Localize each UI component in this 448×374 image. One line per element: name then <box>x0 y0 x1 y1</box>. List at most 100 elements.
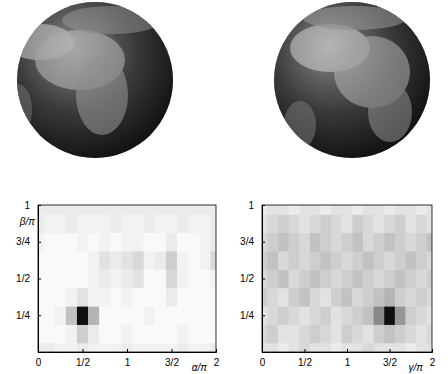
heat-cell <box>289 269 300 288</box>
heat-cell <box>331 233 342 252</box>
heat-cell <box>210 214 216 233</box>
heat-cell <box>416 251 427 270</box>
heat-cell <box>363 306 374 325</box>
y-tick-mark <box>38 205 41 206</box>
y-tick-mark <box>38 315 41 316</box>
heat-cell <box>155 306 167 325</box>
x-tick-label: 1/2 <box>76 357 90 368</box>
heat-cell <box>99 251 111 270</box>
x-tick-label: 2 <box>430 357 436 368</box>
heat-cell <box>331 269 342 288</box>
heat-cell <box>427 288 432 307</box>
y-tick-mark <box>38 279 41 280</box>
heat-cell <box>278 288 289 307</box>
y-axis: 1/41/23/41 <box>240 200 265 353</box>
heat-cell <box>427 324 432 343</box>
heat-cell <box>299 306 310 325</box>
heat-cell <box>88 288 100 307</box>
heat-cell <box>88 233 100 252</box>
heat-cell <box>299 251 310 270</box>
globe <box>4 2 173 158</box>
heat-cell <box>267 306 278 325</box>
heat-cell <box>352 233 363 252</box>
cells <box>262 205 432 352</box>
y-tick: 1/4 <box>240 310 265 321</box>
heat-cell <box>133 214 145 233</box>
heat-cell <box>177 269 189 288</box>
heat-cell <box>278 233 289 252</box>
heat-cell <box>405 324 416 343</box>
y-axis-title: β/π <box>19 216 35 227</box>
heat-cell <box>133 288 145 307</box>
heat-cell <box>427 306 432 325</box>
heat-cell <box>342 343 353 352</box>
heat-cell <box>55 324 67 343</box>
heat-cell <box>427 251 432 270</box>
heat-cell <box>144 205 156 215</box>
x-tick-mark <box>390 349 391 352</box>
heat-cell <box>310 205 321 215</box>
heat-cell <box>44 251 56 270</box>
heat-cell <box>384 214 395 233</box>
heat-cell <box>144 288 156 307</box>
heat-cell <box>352 251 363 270</box>
heat-cell <box>121 269 133 288</box>
heat-cell <box>55 233 67 252</box>
y-tick-mark <box>38 242 41 243</box>
x-tick: 3/2 <box>165 349 179 368</box>
heat-cell <box>374 343 385 352</box>
globe-sphere <box>17 2 173 158</box>
heat-cell <box>66 205 78 215</box>
heat-cell <box>278 269 289 288</box>
heat-cell <box>155 233 167 252</box>
heat-cell <box>55 306 67 325</box>
heat-cell <box>88 214 100 233</box>
heat-cell <box>121 324 133 343</box>
heat-cell <box>177 343 189 352</box>
heat-cell <box>320 205 331 215</box>
heat-cell <box>299 205 310 215</box>
x-tick-mark <box>127 349 128 352</box>
y-axis: 1/41/23/41 <box>16 200 41 353</box>
x-tick-mark <box>83 349 84 352</box>
heat-cell <box>352 306 363 325</box>
heat-cell <box>267 269 278 288</box>
heat-cell <box>416 233 427 252</box>
heat-cell <box>155 324 167 343</box>
heat-cell <box>77 269 89 288</box>
globe-shade <box>17 2 173 158</box>
heat-cell <box>267 343 278 352</box>
globe-sphere <box>274 2 430 158</box>
y-tick-label: 1/2 <box>240 273 254 284</box>
heat-cell <box>199 269 211 288</box>
heat-cell <box>405 269 416 288</box>
heat-cell <box>88 251 100 270</box>
heat-cell <box>320 343 331 352</box>
heat-cell <box>144 306 156 325</box>
heat-cell <box>99 269 111 288</box>
heat-cell <box>88 205 100 215</box>
heat-cell <box>188 324 200 343</box>
heat-cell <box>320 251 331 270</box>
heat-cell <box>188 269 200 288</box>
x-axis-title: α/π <box>192 362 207 373</box>
heat-cell <box>427 205 432 215</box>
heat-cell <box>267 214 278 233</box>
heat-cell <box>299 343 310 352</box>
heat-cell <box>166 324 178 343</box>
heat-cell <box>416 324 427 343</box>
y-tick-label: 1/4 <box>16 310 30 321</box>
heat-cell <box>55 288 67 307</box>
heat-cell <box>405 288 416 307</box>
heat-cell <box>77 233 89 252</box>
heat-cell <box>331 251 342 270</box>
y-tick-label: 1 <box>24 200 30 211</box>
heat-cell <box>44 288 56 307</box>
heat-cell <box>210 324 216 343</box>
heat-cell <box>289 324 300 343</box>
heat-cell <box>331 306 342 325</box>
heat-cell <box>342 269 353 288</box>
heat-cell <box>133 324 145 343</box>
heat-cell <box>110 233 122 252</box>
heat-cell <box>199 205 211 215</box>
